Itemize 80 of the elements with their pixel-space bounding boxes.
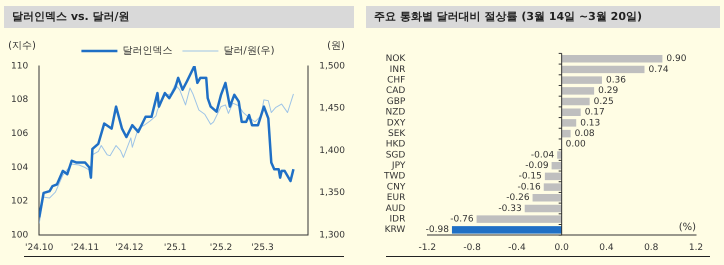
legend-label: 달러인덱스 xyxy=(122,46,172,57)
data-label: 0.90 xyxy=(666,54,687,64)
data-label: 0.13 xyxy=(580,118,600,128)
y-tick-label: INR xyxy=(390,64,406,75)
y-tick-label: 102 xyxy=(10,196,28,207)
y-tick-label: 100 xyxy=(10,230,28,241)
y2-tick-label: 1,450 xyxy=(319,104,346,114)
bar xyxy=(562,55,662,62)
y-tick-label: NOK xyxy=(386,54,406,64)
y-tick-label: 110 xyxy=(10,61,28,72)
y-tick-label: IDR xyxy=(389,214,406,225)
x-tick-label: 0.4 xyxy=(599,242,614,253)
data-label: -0.15 xyxy=(518,172,542,182)
data-label: -0.26 xyxy=(506,193,530,204)
x-tick-label: -0.4 xyxy=(508,242,526,253)
y2-tick-label: 1,350 xyxy=(319,188,346,198)
x-tick-label: 0.8 xyxy=(644,242,659,253)
x-tick-label: -0.8 xyxy=(463,242,482,253)
data-label: -0.76 xyxy=(450,214,474,225)
data-label: 0.29 xyxy=(598,86,618,96)
bar xyxy=(562,98,590,106)
y-tick-label: HKD xyxy=(386,140,406,150)
y2-tick-label: 1,300 xyxy=(319,230,346,241)
y2-tick-label: 1,400 xyxy=(319,146,346,156)
x-tick-label: '24.10 xyxy=(25,242,54,253)
bar xyxy=(452,226,562,234)
x-tick-label: '24.11 xyxy=(70,242,100,253)
bar xyxy=(544,172,562,180)
bar xyxy=(544,183,562,191)
y-tick-label: GBP xyxy=(386,96,406,107)
bar xyxy=(562,87,594,95)
data-label: 0.25 xyxy=(594,96,614,107)
y-tick-label: CNY xyxy=(386,182,406,192)
chart-title: 달러인덱스 vs. 달러/원 xyxy=(4,6,354,28)
bar xyxy=(562,76,602,84)
data-label: 0.08 xyxy=(574,128,595,139)
y-tick-label: AUD xyxy=(386,204,406,214)
x-tick-label: '25.1 xyxy=(164,242,186,253)
y-tick-label: KRW xyxy=(384,225,406,236)
data-label: -0.09 xyxy=(525,161,549,172)
bar xyxy=(532,194,562,202)
y-tick-label: 108 xyxy=(10,95,28,106)
y-tick-label: JPY xyxy=(390,161,406,172)
y-tick-label: CAD xyxy=(386,86,406,96)
data-label: 0.36 xyxy=(606,75,626,86)
bar xyxy=(562,108,581,116)
y-tick-label: SGD xyxy=(386,150,406,160)
y-tick-label: SEK xyxy=(388,128,406,139)
y2-axis-title: (원) xyxy=(327,40,345,52)
data-label: 0.74 xyxy=(648,64,669,75)
bar xyxy=(552,162,562,170)
data-label: 0.17 xyxy=(584,108,605,118)
data-label: -0.98 xyxy=(426,225,450,236)
y-tick-label: NZD xyxy=(386,108,406,118)
bar xyxy=(562,66,645,74)
x-tick-label: 0.0 xyxy=(554,242,570,253)
chart-title: 주요 통화별 달러대비 절상률 (3월 14일 ~3월 20일) xyxy=(366,6,720,28)
x-tick-label: '25.3 xyxy=(251,242,274,253)
legend-label: 달러/원(우) xyxy=(223,46,275,57)
y-tick-label: 106 xyxy=(10,129,28,140)
bar xyxy=(524,204,562,212)
x-tick-label: '24.12 xyxy=(115,242,144,253)
data-label: -0.33 xyxy=(498,204,522,214)
x-tick-label: 1.2 xyxy=(688,242,704,253)
bar xyxy=(562,130,571,138)
y-tick-label: EUR xyxy=(386,193,406,204)
data-label: -0.04 xyxy=(530,150,554,160)
y-tick-label: CHF xyxy=(387,75,406,86)
y2-tick-label: 1,500 xyxy=(319,61,346,72)
y-tick-label: 104 xyxy=(10,162,28,173)
data-label: -0.16 xyxy=(517,182,542,192)
x-tick-label: -1.2 xyxy=(418,242,436,253)
y-axis-title: (지수) xyxy=(8,40,36,52)
bar xyxy=(476,215,562,223)
annotation: (%) xyxy=(678,222,696,233)
bar xyxy=(562,119,576,127)
y-tick-label: DXY xyxy=(386,118,406,128)
x-tick-label: '25.2 xyxy=(210,242,232,253)
data-label: 0.00 xyxy=(566,140,586,150)
y-tick-label: TWD xyxy=(383,172,406,182)
